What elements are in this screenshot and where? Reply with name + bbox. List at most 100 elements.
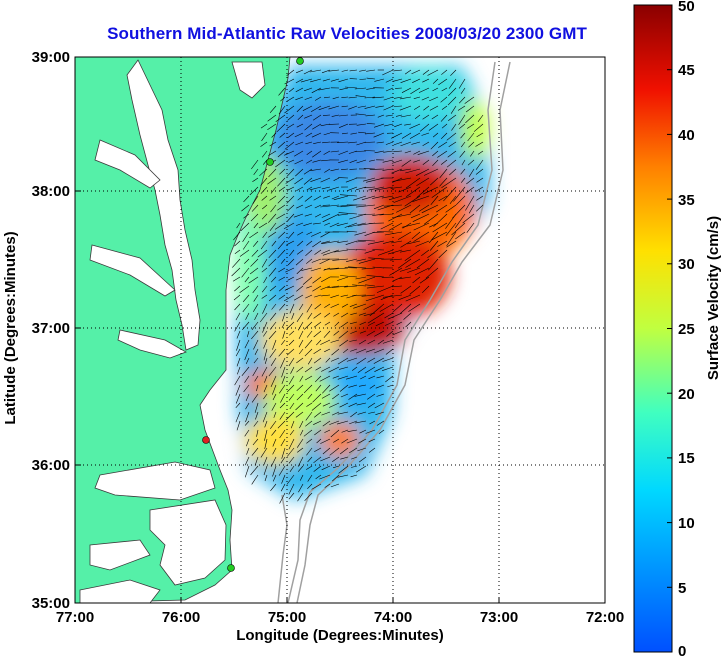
velocity-vector bbox=[368, 222, 385, 224]
velocity-vector bbox=[290, 366, 295, 374]
velocity-vector bbox=[294, 177, 304, 185]
velocity-vector bbox=[260, 447, 268, 458]
velocity-vector bbox=[271, 402, 277, 411]
velocity-vector bbox=[306, 447, 313, 456]
velocity-vector bbox=[316, 438, 322, 444]
velocity-vector bbox=[268, 258, 277, 267]
velocity-vector bbox=[261, 258, 268, 268]
velocity-vector bbox=[384, 123, 394, 127]
velocity-vector bbox=[304, 114, 313, 119]
grid-lines bbox=[75, 57, 605, 603]
colorbar bbox=[633, 4, 673, 653]
velocity-vector bbox=[364, 186, 376, 189]
velocity-vector bbox=[329, 402, 340, 408]
velocity-vector bbox=[295, 168, 304, 177]
velocity-vector bbox=[338, 465, 349, 474]
plot-title: Southern Mid-Atlantic Raw Velocities 200… bbox=[107, 24, 587, 43]
velocity-vector bbox=[244, 348, 250, 361]
velocity-vector bbox=[299, 375, 304, 382]
velocity-vector bbox=[358, 131, 367, 134]
velocity-vector bbox=[377, 114, 385, 118]
velocity-vector bbox=[272, 447, 277, 455]
velocity-vector bbox=[439, 168, 448, 179]
velocity-vector bbox=[256, 429, 259, 437]
velocity-vector bbox=[440, 132, 448, 140]
velocity-vector bbox=[277, 240, 286, 250]
velocity-vector bbox=[460, 141, 466, 148]
velocity-vector bbox=[300, 78, 313, 83]
velocity-vector bbox=[422, 159, 430, 165]
velocity-vector bbox=[294, 159, 304, 165]
velocity-vector bbox=[236, 420, 241, 431]
velocity-vector bbox=[354, 87, 367, 90]
velocity-vector bbox=[303, 222, 313, 226]
velocity-vector bbox=[284, 78, 295, 85]
velocity-vector bbox=[436, 204, 448, 213]
velocity-vector bbox=[264, 429, 268, 441]
velocity-vector bbox=[278, 294, 286, 300]
velocity-vector bbox=[338, 330, 349, 339]
velocity-vector bbox=[397, 231, 412, 240]
velocity-vector bbox=[299, 474, 304, 481]
velocity-vector bbox=[445, 213, 457, 229]
velocity-vector bbox=[350, 411, 358, 418]
velocity-vector bbox=[320, 204, 340, 208]
velocity-vector bbox=[348, 402, 358, 407]
velocity-vector bbox=[244, 420, 250, 426]
colorbar-tick-label: 40 bbox=[678, 127, 695, 144]
velocity-vector bbox=[431, 231, 448, 241]
velocity-vector bbox=[473, 123, 484, 132]
velocity-vector bbox=[310, 267, 322, 272]
velocity-vector bbox=[392, 276, 403, 282]
velocity-vector bbox=[340, 294, 349, 297]
velocity-vector bbox=[357, 411, 367, 415]
velocity-vector bbox=[343, 348, 349, 354]
velocity-vector bbox=[341, 69, 349, 72]
bathymetry-contours bbox=[277, 61, 511, 603]
velocity-vector bbox=[307, 483, 313, 490]
velocity-vector bbox=[338, 159, 349, 163]
velocity-vector bbox=[297, 114, 304, 121]
velocity-vector bbox=[303, 87, 313, 92]
velocity-vector bbox=[311, 402, 322, 411]
velocity-vector bbox=[245, 357, 250, 365]
velocity-vector bbox=[405, 321, 412, 328]
velocity-vector bbox=[251, 321, 259, 330]
velocity-vector bbox=[374, 366, 385, 372]
velocity-vector bbox=[448, 141, 457, 147]
velocity-vector bbox=[331, 411, 340, 416]
velocity-vector bbox=[437, 240, 448, 247]
velocity-vector bbox=[280, 483, 286, 492]
velocity-vector bbox=[304, 195, 313, 202]
velocity-vector bbox=[304, 348, 313, 357]
velocity-vector bbox=[260, 186, 268, 194]
velocity-vector bbox=[460, 177, 466, 183]
velocity-vector bbox=[382, 159, 394, 163]
velocity-vector bbox=[359, 321, 367, 325]
velocity-vector bbox=[278, 465, 286, 476]
velocity-vector bbox=[339, 384, 349, 392]
velocity-vector bbox=[286, 321, 295, 330]
velocity-vector bbox=[293, 294, 304, 301]
velocity-vector bbox=[289, 249, 295, 256]
velocity-vector bbox=[336, 204, 349, 207]
velocity-vector bbox=[253, 339, 259, 350]
velocity-vector bbox=[467, 159, 475, 166]
velocity-vector bbox=[367, 339, 376, 345]
velocity-vector bbox=[349, 303, 358, 307]
velocity-vector bbox=[339, 447, 349, 455]
velocity-vector bbox=[399, 105, 412, 111]
velocity-vector bbox=[306, 258, 313, 264]
velocity-vector bbox=[332, 393, 340, 400]
velocity-vector bbox=[262, 321, 268, 333]
velocity-vector bbox=[358, 339, 367, 345]
velocity-vector bbox=[374, 330, 385, 337]
velocity-vector bbox=[447, 150, 457, 158]
velocity-vector bbox=[412, 213, 430, 222]
velocity-vector bbox=[286, 123, 295, 129]
velocity-vector bbox=[296, 249, 304, 255]
velocity-vector bbox=[405, 168, 421, 174]
station-south-1 bbox=[202, 436, 210, 444]
velocity-vector bbox=[311, 132, 322, 138]
velocity-vector bbox=[234, 285, 241, 292]
